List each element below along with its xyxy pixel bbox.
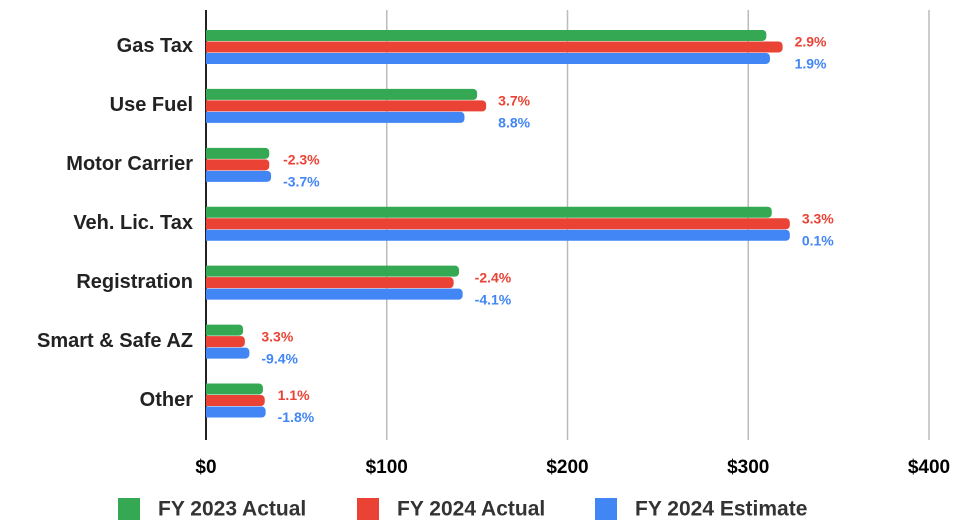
annotation: 0.1%: [802, 232, 834, 248]
bar: [206, 324, 244, 336]
x-tick-label: $100: [366, 457, 408, 478]
legend-label: FY 2023 Actual: [158, 498, 306, 521]
annotation: -4.1%: [475, 291, 512, 307]
bar: [206, 347, 250, 359]
bar: [206, 41, 783, 53]
bar: [206, 111, 465, 123]
y-tick-label: Smart & Safe AZ: [37, 330, 193, 352]
annotation: -3.7%: [283, 174, 320, 190]
bar: [206, 159, 270, 171]
legend-swatch: [357, 498, 379, 520]
y-tick-label: Other: [140, 389, 194, 411]
y-tick-label: Motor Carrier: [66, 153, 193, 175]
bar: [206, 206, 772, 218]
annotation: 3.3%: [261, 328, 293, 344]
y-tick-label: Gas Tax: [117, 35, 193, 57]
x-tick-label: $0: [195, 457, 216, 478]
x-tick-label: $200: [546, 457, 588, 478]
bar: [206, 147, 270, 159]
bar: [206, 395, 265, 407]
x-tick-label: $400: [908, 457, 950, 478]
annotation: 3.3%: [802, 210, 834, 226]
bar: [206, 170, 272, 182]
legend-label: FY 2024 Actual: [397, 498, 545, 521]
x-tick-label: $300: [727, 457, 769, 478]
annotation: -2.4%: [475, 269, 512, 285]
bar: [206, 29, 767, 41]
bar: [205, 288, 463, 300]
bar: [206, 100, 487, 112]
bar: [206, 277, 454, 289]
bar: [206, 406, 266, 418]
legend-label: FY 2024 Estimate: [635, 498, 807, 521]
y-tick-label: Registration: [76, 271, 193, 293]
annotation: 2.9%: [795, 34, 827, 50]
bar: [206, 336, 245, 348]
annotation: 8.8%: [498, 115, 530, 131]
bar: [206, 218, 790, 230]
y-tick-label: Use Fuel: [110, 94, 193, 116]
annotation: 3.7%: [498, 93, 530, 109]
bar: [206, 52, 770, 64]
legend-swatch: [118, 498, 140, 520]
annotation: 1.1%: [278, 387, 310, 403]
annotation: 1.9%: [795, 56, 827, 72]
bar: [206, 229, 790, 241]
bar: [206, 88, 478, 100]
y-tick-label: Veh. Lic. Tax: [73, 212, 193, 234]
annotation: -9.4%: [261, 350, 298, 366]
annotation: -2.3%: [283, 152, 320, 168]
annotation: -1.8%: [278, 409, 315, 425]
bar: [206, 383, 263, 395]
legend-swatch: [595, 498, 617, 520]
bar: [205, 265, 460, 277]
